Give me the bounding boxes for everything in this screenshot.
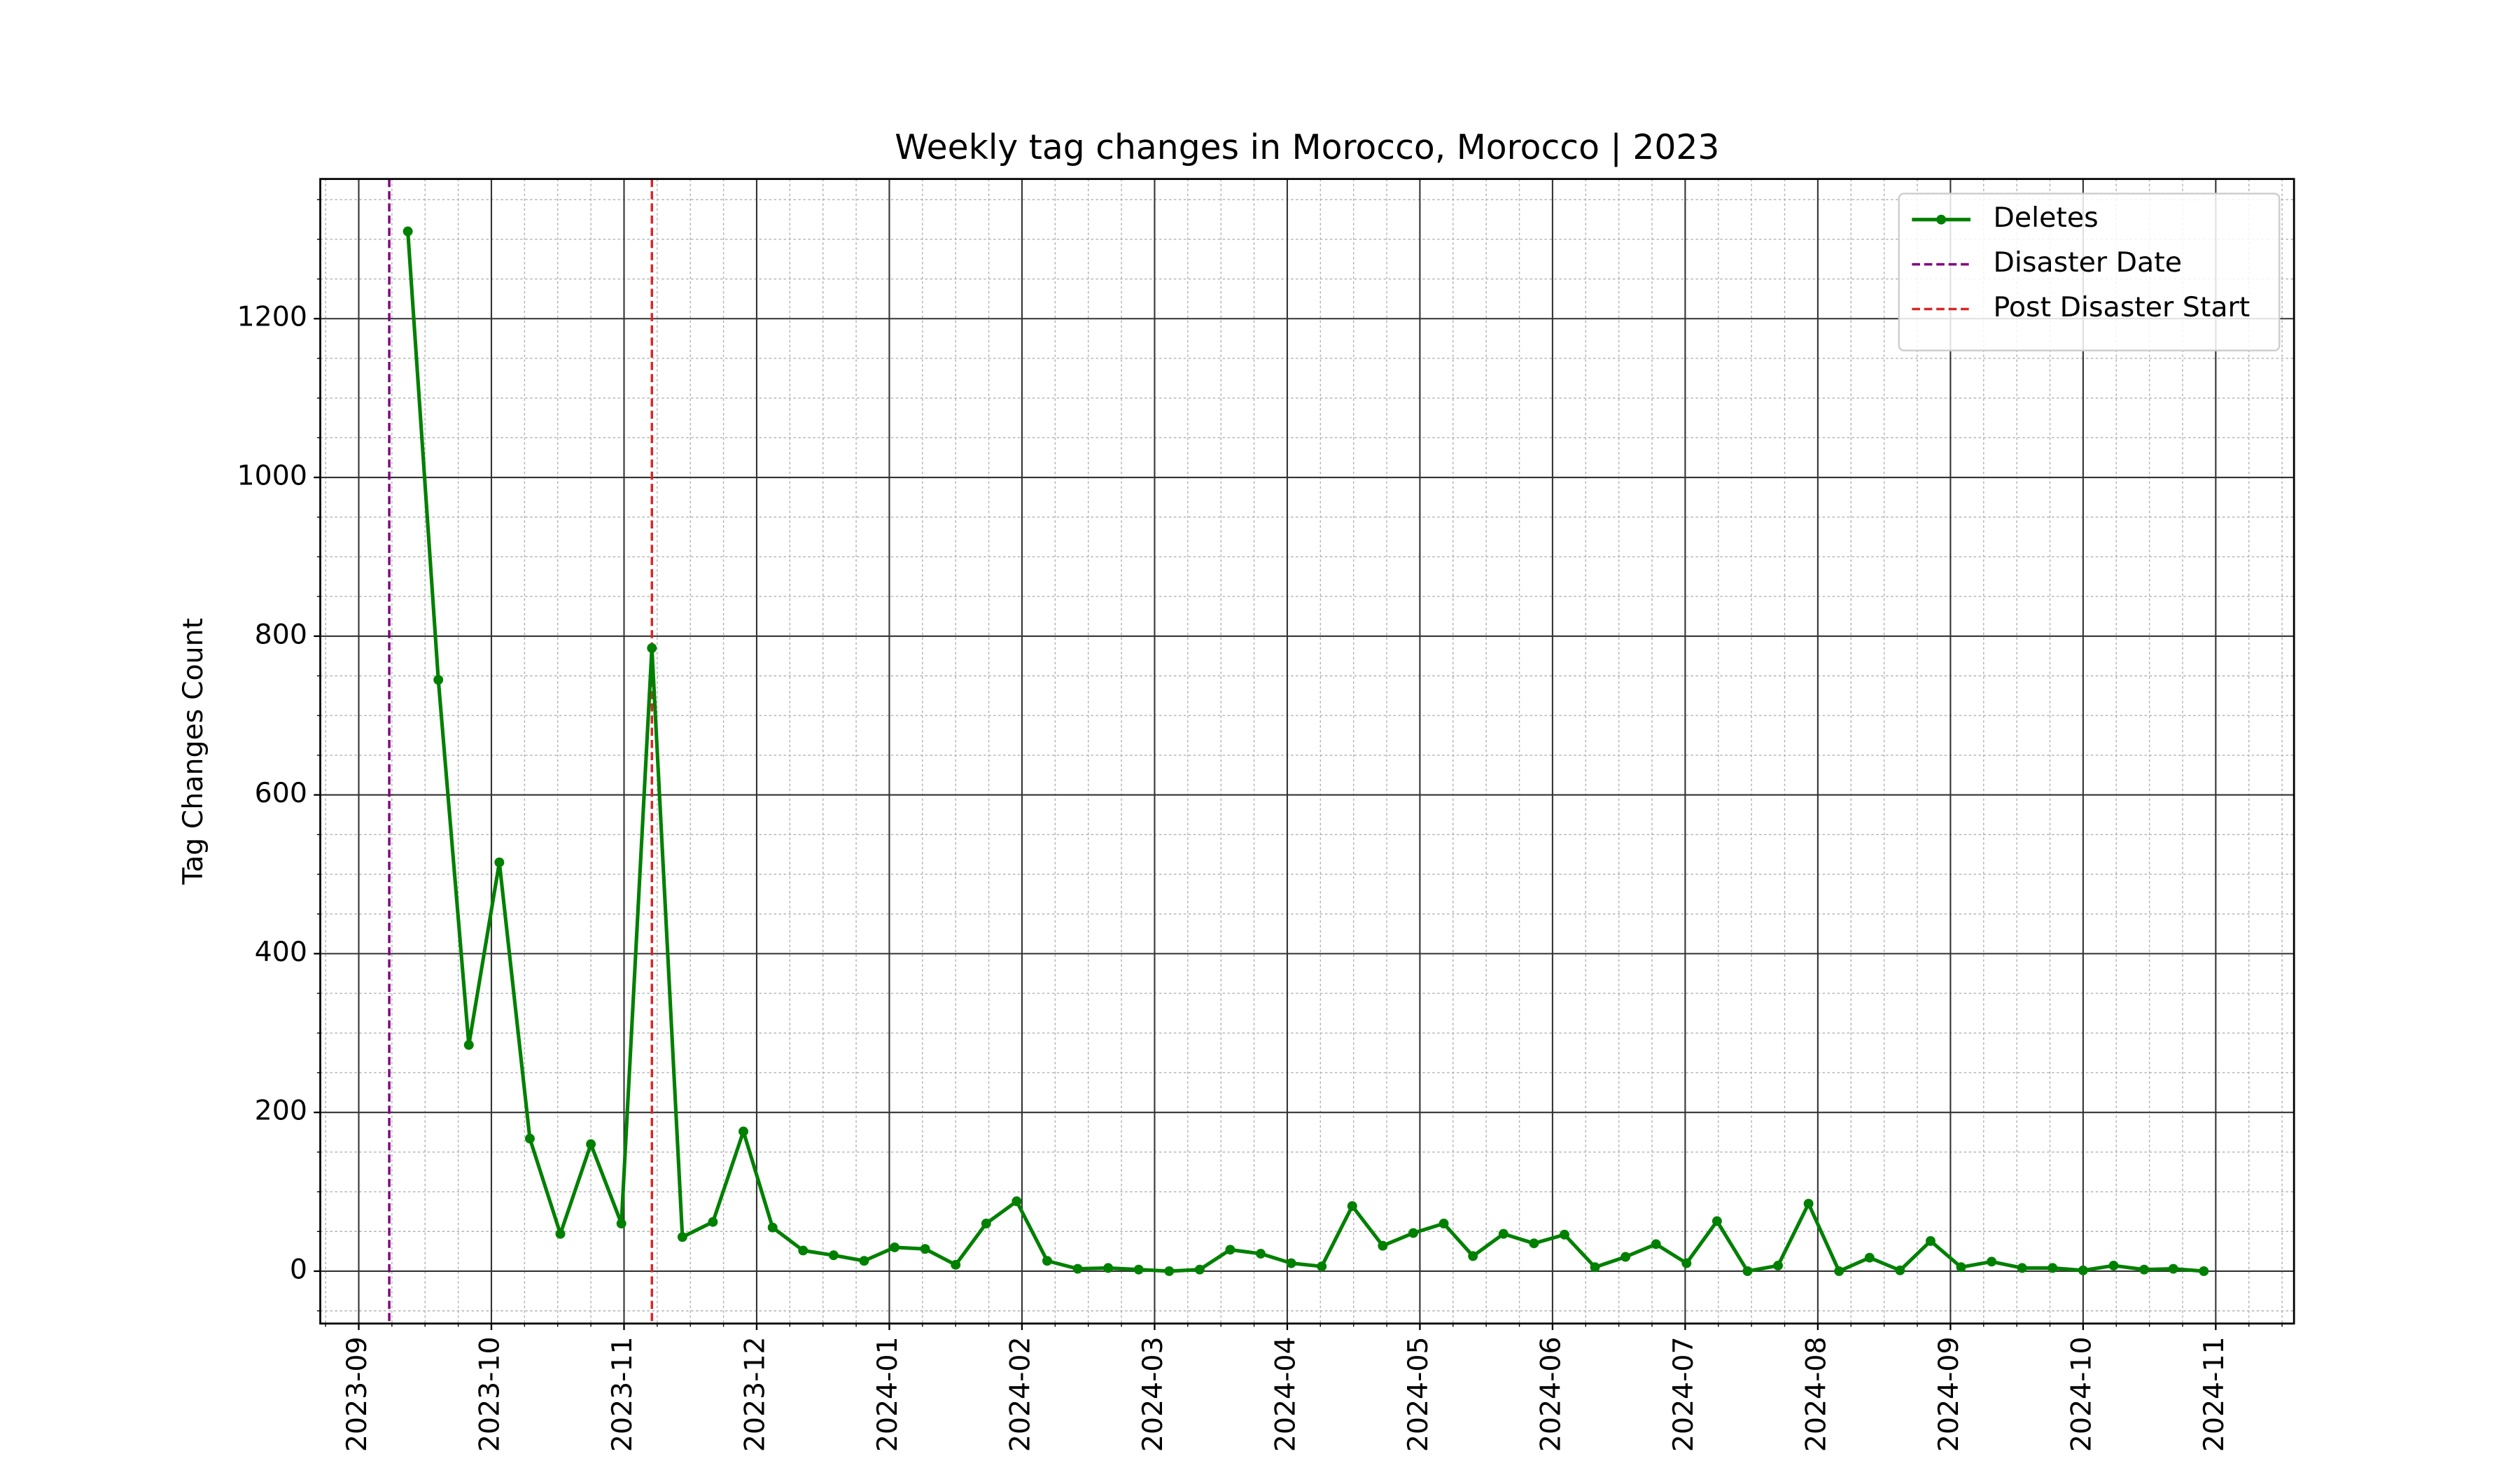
legend-label: Disaster Date: [1993, 246, 2182, 279]
data-point: [1834, 1266, 1844, 1276]
data-point: [1803, 1198, 1814, 1209]
data-point: [920, 1244, 930, 1254]
data-point: [433, 675, 444, 685]
x-tick-label: 2023-12: [738, 1336, 771, 1452]
data-point: [738, 1126, 748, 1137]
data-point: [1864, 1252, 1875, 1263]
y-tick-label: 1000: [237, 460, 307, 492]
data-point: [708, 1217, 718, 1227]
data-point: [524, 1133, 535, 1144]
data-point: [1529, 1238, 1539, 1249]
data-point: [951, 1259, 961, 1270]
y-tick-label: 0: [290, 1253, 307, 1285]
data-point: [2078, 1265, 2088, 1275]
x-tick-label: 2024-11: [2198, 1336, 2230, 1452]
data-point: [1072, 1264, 1083, 1274]
data-point: [1378, 1240, 1388, 1251]
legend-box: [1898, 192, 2281, 351]
y-tick-label: 400: [255, 936, 307, 968]
data-point: [1987, 1256, 1997, 1267]
x-tick-label: 2024-01: [872, 1336, 904, 1452]
y-tick-label: 600: [255, 777, 307, 809]
data-point: [2199, 1266, 2209, 1276]
data-point: [1438, 1218, 1449, 1228]
data-point: [1895, 1265, 1905, 1275]
x-tick-label: 2024-08: [1800, 1336, 1832, 1452]
x-tick-label: 2024-02: [1004, 1336, 1036, 1452]
x-tick-label: 2024-09: [1933, 1336, 1965, 1452]
data-point: [1742, 1266, 1753, 1276]
data-point: [1408, 1228, 1418, 1238]
data-point: [463, 1040, 474, 1050]
data-point: [494, 858, 505, 867]
data-point: [1347, 1200, 1357, 1211]
data-point: [616, 1218, 626, 1228]
data-point: [1956, 1262, 1966, 1273]
data-point: [555, 1228, 566, 1239]
chart-title: Weekly tag changes in Morocco, Morocco |…: [895, 127, 1719, 167]
data-point: [2017, 1263, 2027, 1273]
data-point: [1133, 1264, 1144, 1275]
data-point: [1317, 1261, 1327, 1272]
x-tick-label: 2024-05: [1402, 1336, 1434, 1452]
data-point: [1620, 1252, 1631, 1262]
plot-frame: [319, 178, 2295, 1325]
data-point: [1651, 1239, 1661, 1250]
x-tick-label: 2024-06: [1534, 1336, 1567, 1452]
data-point: [1042, 1256, 1052, 1266]
data-point: [1103, 1263, 1114, 1273]
data-point: [1256, 1249, 1266, 1259]
legend-label: Post Disaster Start: [1993, 291, 2250, 323]
data-point: [1681, 1258, 1692, 1268]
data-point: [859, 1256, 869, 1266]
data-point: [2168, 1264, 2178, 1274]
data-line: [406, 231, 2204, 1273]
x-tick-label: 2023-11: [606, 1336, 638, 1452]
data-point: [402, 226, 413, 237]
x-tick-label: 2024-07: [1667, 1336, 1700, 1452]
data-point: [586, 1139, 596, 1149]
data-point: [647, 643, 657, 653]
legend: Deletes Disaster Date Post Disaster Start: [1898, 192, 2281, 351]
data-point: [1773, 1261, 1784, 1270]
data-point: [2047, 1263, 2058, 1273]
data-point: [828, 1250, 839, 1261]
data-point: [1712, 1216, 1722, 1226]
data-point: [981, 1218, 991, 1228]
data-point: [1286, 1258, 1296, 1268]
y-tick-label: 1200: [237, 301, 307, 333]
legend-swatch: [1936, 214, 1947, 225]
y-axis-label: Tag Changes Count: [177, 618, 209, 886]
data-point: [767, 1222, 778, 1233]
x-tick-label: 2023-09: [341, 1336, 373, 1452]
data-point: [1468, 1251, 1478, 1261]
data-point: [1225, 1245, 1236, 1255]
data-point: [890, 1242, 900, 1252]
data-point: [2108, 1261, 2119, 1270]
data-point: [1194, 1264, 1205, 1275]
x-tick-label: 2024-10: [2065, 1336, 2097, 1452]
x-tick-label: 2023-10: [473, 1336, 505, 1452]
data-point: [798, 1245, 808, 1256]
data-point: [1925, 1236, 1935, 1246]
data-point: [677, 1232, 687, 1242]
x-tick-label: 2024-03: [1137, 1336, 1169, 1452]
data-point: [1164, 1266, 1175, 1276]
data-point: [1559, 1229, 1569, 1240]
x-tick-label: 2024-04: [1269, 1336, 1301, 1452]
data-point: [1590, 1262, 1600, 1273]
data-point: [1498, 1228, 1508, 1239]
legend-label: Deletes: [1993, 202, 2098, 234]
y-tick-label: 200: [255, 1095, 307, 1127]
y-tick-label: 800: [255, 618, 307, 650]
data-point: [2139, 1264, 2150, 1275]
data-point: [1011, 1196, 1022, 1207]
